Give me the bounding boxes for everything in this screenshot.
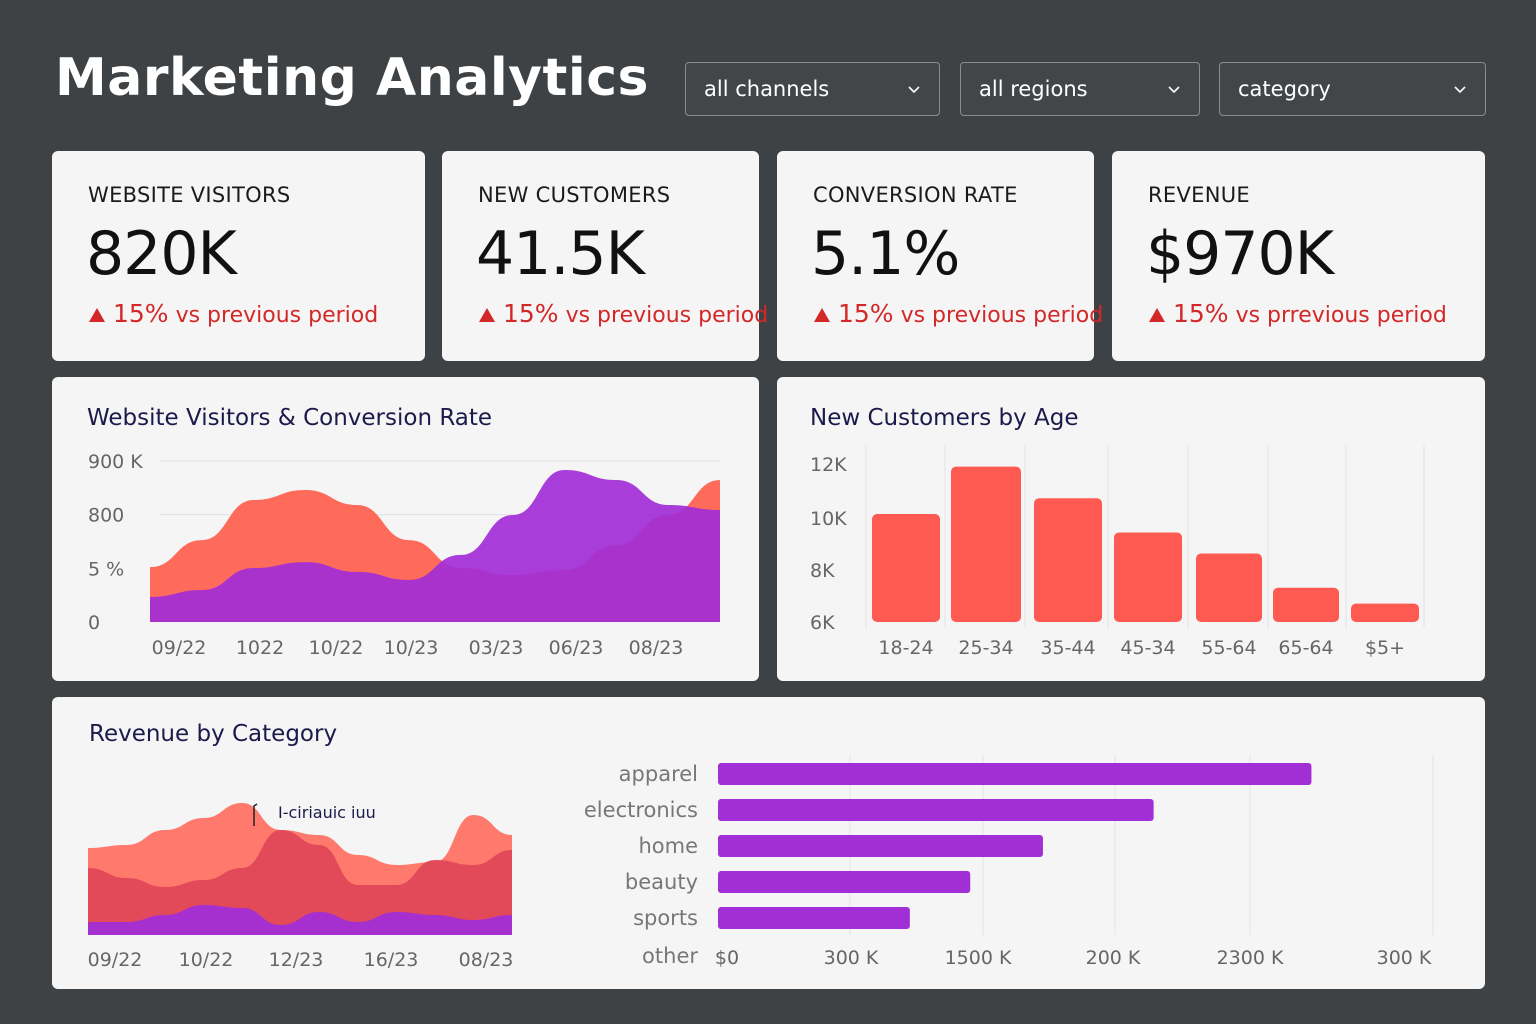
x-tick-label: 2300 K	[1217, 947, 1284, 969]
x-tick-label: 03/23	[469, 637, 524, 659]
x-tick-label: $5+	[1365, 637, 1405, 659]
x-tick-label: 35-44	[1040, 637, 1095, 659]
annotation-label: I-ciriauic iuu	[278, 803, 376, 822]
x-tick-label: 1500 K	[945, 947, 1012, 969]
kpi-value: $970K	[1146, 219, 1334, 289]
kpi-value: 41.5K	[476, 219, 645, 289]
bar	[718, 835, 1043, 857]
chart-title: New Customers by Age	[810, 405, 1079, 431]
kpi-card: CONVERSION RATE 5.1% 15% vs previous per…	[777, 151, 1103, 361]
triangle-up-icon	[479, 308, 495, 322]
y-tick-label: 800	[88, 505, 124, 527]
bar	[1196, 553, 1262, 622]
bar	[718, 799, 1154, 821]
triangle-up-icon	[1149, 308, 1165, 322]
kpi-value: 5.1%	[811, 219, 960, 289]
kpi-change-suffix: vs previous period	[175, 303, 379, 328]
x-tick-label: 300 K	[1377, 947, 1432, 969]
y-tick-label: 10K	[810, 508, 847, 530]
kpi-card: REVENUE $970K 15% vs prrevious period	[1112, 151, 1485, 361]
bar	[1351, 603, 1419, 622]
category-label: sports	[633, 906, 698, 930]
y-tick-label: 12K	[810, 454, 847, 476]
kpi-change-suffix: vs previous period	[900, 303, 1104, 328]
kpi-label: WEBSITE VISITORS	[88, 183, 291, 207]
kpi-value: 820K	[86, 219, 237, 289]
chart-title: Website Visitors & Conversion Rate	[87, 405, 493, 431]
chevron-down-icon	[908, 86, 920, 94]
dropdown-label: all channels	[704, 77, 830, 101]
x-tick-label: 12/23	[269, 949, 324, 971]
kpi-label: NEW CUSTOMERS	[478, 183, 671, 207]
category-label: other	[642, 944, 698, 968]
area-series	[88, 905, 512, 935]
bar	[718, 907, 910, 929]
bar	[1273, 587, 1339, 622]
chevron-down-icon	[1168, 86, 1180, 94]
y-tick-label: 0	[88, 612, 100, 634]
x-tick-label: 55-64	[1201, 637, 1256, 659]
chevron-down-icon	[1454, 86, 1466, 94]
kpi-card: WEBSITE VISITORS 820K 15% vs previous pe…	[52, 151, 425, 361]
bar	[1034, 498, 1102, 622]
x-tick-label: 16/23	[364, 949, 419, 971]
x-tick-label: 200 K	[1086, 947, 1141, 969]
regions-dropdown[interactable]: all regions	[960, 62, 1200, 116]
kpi-change-value: 15%	[503, 299, 559, 328]
kpi-change: 15% vs prrevious period	[1148, 299, 1447, 328]
category-label: apparel	[619, 762, 698, 786]
chart-title: Revenue by Category	[89, 721, 338, 747]
dropdown-label: category	[1238, 77, 1331, 101]
category-label: electronics	[584, 798, 698, 822]
x-tick-label: 10/23	[384, 637, 439, 659]
y-tick-label: 6K	[810, 612, 835, 634]
bar	[951, 466, 1021, 622]
category-label: home	[638, 834, 698, 858]
channels-dropdown[interactable]: all channels	[685, 62, 940, 116]
bar	[1114, 532, 1182, 622]
bar	[718, 871, 971, 893]
x-tick-label: 08/23	[459, 949, 514, 971]
kpi-change-suffix: vs prrevious period	[1235, 303, 1447, 328]
x-tick-label: 10/22	[309, 637, 364, 659]
category-dropdown[interactable]: category	[1219, 62, 1486, 116]
x-tick-label: 1022	[236, 637, 284, 659]
y-tick-label: 900 K	[88, 451, 143, 473]
kpi-label: REVENUE	[1148, 183, 1250, 207]
kpi-change: 15% vs previous period	[813, 299, 1103, 328]
kpi-change-suffix: vs previous period	[565, 303, 769, 328]
x-tick-label: $0	[715, 947, 739, 969]
kpi-label: CONVERSION RATE	[813, 183, 1018, 207]
x-tick-label: 08/23	[629, 637, 684, 659]
kpi-change-value: 15%	[1173, 299, 1229, 328]
triangle-up-icon	[814, 308, 830, 322]
category-label: beauty	[625, 870, 698, 894]
x-tick-label: 10/22	[179, 949, 234, 971]
x-tick-label: 09/22	[88, 949, 143, 971]
bar	[872, 514, 940, 622]
x-tick-label: 06/23	[549, 637, 604, 659]
x-tick-label: 25-34	[958, 637, 1013, 659]
page-title: Marketing Analytics	[55, 48, 649, 108]
x-tick-label: 18-24	[878, 637, 933, 659]
dropdown-label: all regions	[979, 77, 1088, 101]
y-tick-label: 5 %	[88, 558, 124, 580]
kpi-change: 15% vs previous period	[478, 299, 768, 328]
triangle-up-icon	[89, 308, 105, 322]
kpi-card: NEW CUSTOMERS 41.5K 15% vs previous peri…	[442, 151, 768, 361]
kpi-change: 15% vs previous period	[88, 299, 378, 328]
annotation-marker	[253, 803, 258, 826]
area-series	[150, 469, 720, 622]
x-tick-label: 65-64	[1278, 637, 1333, 659]
y-tick-label: 8K	[810, 560, 835, 582]
x-tick-label: 09/22	[152, 637, 207, 659]
x-tick-label: 45-34	[1120, 637, 1175, 659]
kpi-change-value: 15%	[838, 299, 894, 328]
bar	[718, 763, 1312, 785]
kpi-change-value: 15%	[113, 299, 169, 328]
x-tick-label: 300 K	[824, 947, 879, 969]
